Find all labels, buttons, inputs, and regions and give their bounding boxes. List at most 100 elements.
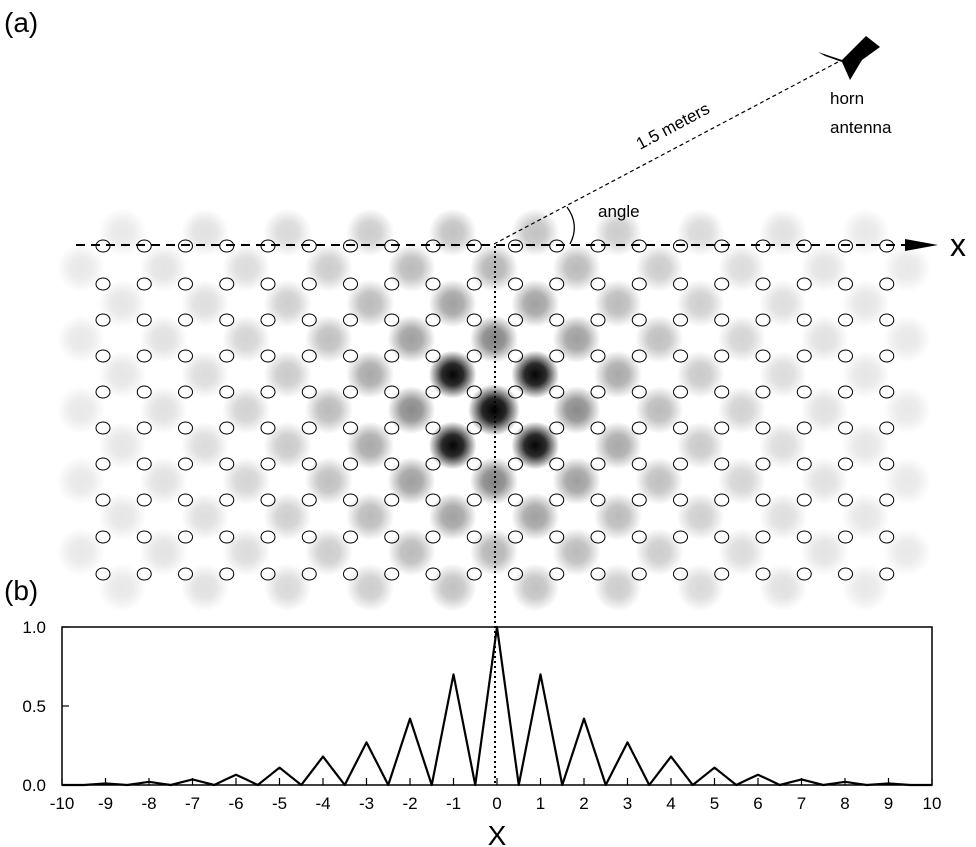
intensity-spot: [718, 315, 766, 363]
x-tick-label: -6: [228, 794, 243, 813]
x-tick-label: -5: [272, 794, 287, 813]
intensity-spot: [511, 209, 559, 257]
intensity-spot: [98, 564, 146, 612]
x-tick-label: 4: [666, 794, 675, 813]
intensity-spot: [181, 422, 229, 470]
figure: (a) x horn antenna 1.5 meters angle (b) …: [0, 0, 976, 847]
intensity-spot: [635, 457, 683, 505]
horn-antenna: [818, 36, 880, 80]
intensity-spot: [429, 209, 477, 257]
intensity-spot: [264, 564, 312, 612]
x-tick-label: -4: [315, 794, 330, 813]
intensity-spot: [759, 351, 807, 399]
intensity-spot: [800, 315, 848, 363]
intensity-spot: [57, 528, 105, 576]
intensity-spot: [594, 493, 642, 541]
intensity-spot: [181, 351, 229, 399]
panel-label: (a): [4, 7, 38, 38]
x-tick-label: -8: [141, 794, 156, 813]
x-tick-label: -10: [50, 794, 75, 813]
x-tick-label: -1: [446, 794, 461, 813]
x-tick-label: -9: [98, 794, 113, 813]
x-tick-label: 1: [536, 794, 545, 813]
x-tick-label: -2: [402, 794, 417, 813]
intensity-spot: [264, 351, 312, 399]
x-tick-label: 5: [710, 794, 719, 813]
x-tick-label: 2: [579, 794, 588, 813]
intensity-spot: [759, 493, 807, 541]
intensity-spot: [305, 457, 353, 505]
y-tick-label: 1.0: [22, 618, 46, 637]
intensity-spot: [429, 422, 477, 470]
intensity-spot: [677, 209, 725, 257]
intensity-spot: [57, 315, 105, 363]
intensity-spot: [264, 209, 312, 257]
intensity-spot: [264, 280, 312, 328]
intensity-spot: [181, 209, 229, 257]
intensity-spot: [553, 457, 601, 505]
intensity-spot: [140, 386, 188, 434]
data-line: [62, 627, 932, 785]
intensity-spot: [800, 386, 848, 434]
intensity-spot: [594, 280, 642, 328]
y-tick-label: 0.5: [22, 697, 46, 716]
intensity-spot: [98, 422, 146, 470]
intensity-spot: [305, 315, 353, 363]
intensity-spot: [511, 422, 559, 470]
x-axis-title: X: [488, 820, 507, 847]
intensity-spot: [181, 280, 229, 328]
distance-label: 1.5 meters: [633, 99, 713, 153]
intensity-spot: [883, 315, 931, 363]
intensity-spot: [759, 280, 807, 328]
intensity-spot: [842, 209, 890, 257]
intensity-spot: [346, 422, 394, 470]
intensity-spot: [677, 280, 725, 328]
intensity-spot: [346, 209, 394, 257]
intensity-spot: [759, 564, 807, 612]
x-tick-label: -3: [359, 794, 374, 813]
intensity-spot: [635, 386, 683, 434]
antenna-label: horn: [830, 89, 864, 108]
intensity-spot: [759, 209, 807, 257]
intensity-spot: [222, 457, 270, 505]
intensity-spot: [553, 386, 601, 434]
intensity-spot: [429, 493, 477, 541]
intensity-spot: [429, 280, 477, 328]
intensity-spot: [140, 315, 188, 363]
x-tick-label: 10: [923, 794, 942, 813]
intensity-spot: [387, 457, 435, 505]
intensity-spot: [346, 280, 394, 328]
intensity-spot: [222, 386, 270, 434]
intensity-spot: [264, 422, 312, 470]
intensity-spot: [387, 315, 435, 363]
intensity-spot: [305, 386, 353, 434]
intensity-spot: [677, 493, 725, 541]
intensity-spot: [594, 422, 642, 470]
intensity-spot: [429, 351, 477, 399]
intensity-spot: [677, 564, 725, 612]
x-tick-label: 6: [753, 794, 762, 813]
intensity-spot: [842, 493, 890, 541]
intensity-spot: [718, 457, 766, 505]
intensity-spot: [98, 209, 146, 257]
intensity-spot: [511, 564, 559, 612]
x-tick-label: 0: [492, 794, 501, 813]
intensity-spot: [222, 315, 270, 363]
x-tick-label: 9: [884, 794, 893, 813]
angle-arc: [567, 207, 574, 244]
intensity-spot: [57, 457, 105, 505]
intensity-spot: [759, 422, 807, 470]
x-tick-label: 7: [797, 794, 806, 813]
intensity-spot: [677, 422, 725, 470]
intensity-spot: [635, 315, 683, 363]
intensity-spot: [800, 457, 848, 505]
intensity-spot: [842, 351, 890, 399]
intensity-spot: [429, 564, 477, 612]
intensity-spot: [594, 351, 642, 399]
intensity-spot: [842, 422, 890, 470]
intensity-spot: [346, 564, 394, 612]
intensity-spot: [511, 493, 559, 541]
intensity-spot: [718, 386, 766, 434]
intensity-spot: [57, 386, 105, 434]
